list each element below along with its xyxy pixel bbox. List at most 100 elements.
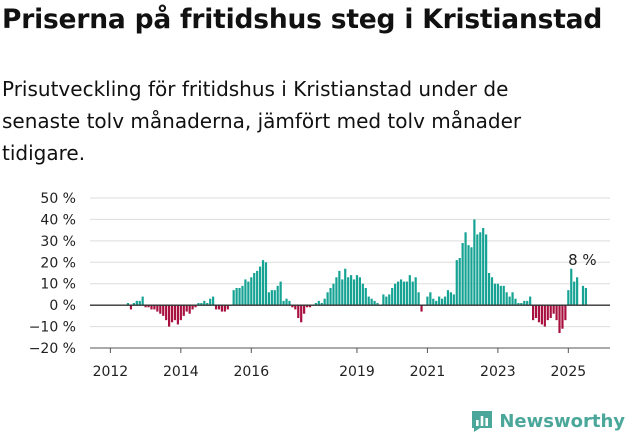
- bar: [417, 292, 420, 306]
- bar: [558, 305, 561, 333]
- bar: [250, 277, 253, 306]
- bar: [267, 292, 271, 306]
- x-axis-ticks: 2012 2014 2016 2019 2021 2023 2025: [93, 348, 587, 380]
- bar: [540, 305, 544, 325]
- bar: [300, 305, 303, 323]
- bar: [567, 290, 570, 306]
- annotations: 8 %: [568, 251, 597, 269]
- x-tick-label: 2023: [480, 364, 516, 380]
- bar: [455, 260, 458, 306]
- bar: [405, 281, 408, 306]
- bar: [546, 305, 549, 321]
- bar: [420, 305, 423, 312]
- bar: [347, 277, 350, 306]
- bar: [476, 234, 479, 306]
- bar: [399, 279, 403, 306]
- bar: [549, 305, 552, 318]
- bar: [396, 281, 400, 306]
- bar: [150, 305, 153, 310]
- bar: [170, 305, 174, 323]
- bar: [294, 305, 297, 310]
- x-tick-label: 2025: [551, 364, 587, 380]
- bar: [388, 294, 391, 306]
- bar: [408, 275, 411, 306]
- bar: [470, 247, 473, 306]
- bar: [435, 300, 438, 306]
- y-tick-label: 10 %: [40, 277, 76, 293]
- bar: [391, 288, 394, 306]
- bar: [461, 243, 464, 306]
- bar: [256, 270, 259, 306]
- bar: [426, 296, 429, 306]
- x-tick-label: 2012: [93, 364, 129, 380]
- bar: [141, 296, 144, 306]
- y-tick-label: −10 %: [29, 320, 76, 336]
- brand-logo: Newsworthy: [470, 409, 625, 433]
- bar: [543, 305, 546, 327]
- bar: [235, 288, 238, 306]
- bar: [303, 305, 306, 314]
- bar: [188, 305, 191, 314]
- bar: [182, 305, 185, 316]
- bar: [323, 298, 326, 306]
- bar: [282, 300, 285, 306]
- bar: [332, 283, 335, 306]
- bar: [505, 292, 508, 306]
- bar: [355, 275, 359, 306]
- bar: [467, 245, 470, 306]
- bar: [367, 296, 370, 306]
- bar: [482, 228, 485, 306]
- bar: [411, 281, 414, 306]
- bar: [440, 298, 444, 306]
- y-tick-label: 50 %: [40, 191, 76, 207]
- bar: [511, 292, 514, 306]
- bar: [305, 305, 309, 308]
- bar: [452, 294, 455, 306]
- bar: [273, 290, 276, 306]
- y-tick-label: 20 %: [40, 255, 76, 271]
- x-tick-label: 2016: [233, 364, 269, 380]
- bar: [555, 305, 558, 321]
- bar: [537, 305, 541, 323]
- bar: [197, 303, 200, 306]
- bar: [432, 298, 435, 306]
- bar: [165, 305, 168, 321]
- bar: [576, 277, 579, 306]
- bar: [352, 279, 356, 306]
- bar: [364, 288, 367, 306]
- x-tick-label: 2021: [410, 364, 446, 380]
- bar: [203, 300, 206, 306]
- bar: [438, 296, 441, 306]
- bar: [206, 303, 209, 306]
- bar: [317, 300, 320, 306]
- bar: [147, 305, 150, 308]
- bar: [129, 305, 133, 310]
- bar: [217, 305, 221, 310]
- bar: [341, 279, 344, 306]
- bar: [382, 294, 385, 306]
- chart-subtitle: Prisutveckling för fritidshus i Kristian…: [2, 77, 522, 165]
- bar: [446, 290, 450, 306]
- bar: [429, 292, 432, 306]
- bar: [496, 283, 499, 306]
- bar: [508, 296, 511, 306]
- bar: [361, 283, 364, 306]
- bar: [320, 303, 323, 306]
- bar: [443, 296, 447, 306]
- bar: [514, 298, 517, 306]
- bar: [209, 298, 212, 306]
- chart-title: Priserna på fritidshus steg i Kristianst…: [2, 4, 603, 35]
- bar: [261, 260, 265, 306]
- y-tick-label: 30 %: [40, 234, 76, 250]
- bar: [458, 258, 461, 306]
- bar: [144, 305, 147, 308]
- bar: [485, 234, 488, 306]
- bar: [570, 268, 573, 306]
- bar: [173, 305, 177, 321]
- bar: [385, 296, 388, 306]
- bar: [338, 270, 341, 306]
- bar: [135, 300, 138, 306]
- bar: [520, 303, 523, 306]
- bar: [226, 305, 229, 310]
- bar: [279, 281, 282, 306]
